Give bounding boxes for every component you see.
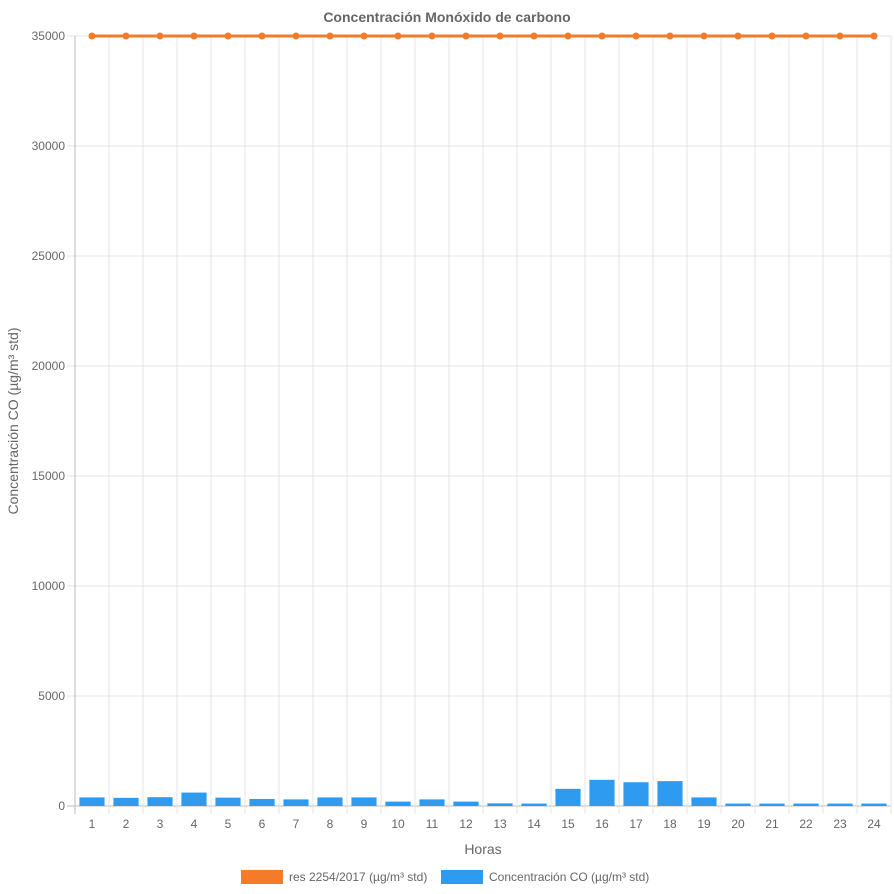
bar-series bbox=[79, 779, 887, 806]
y-tick-label: 15000 bbox=[32, 469, 66, 483]
x-tick-label: 13 bbox=[493, 817, 507, 831]
x-tick-label: 22 bbox=[799, 817, 813, 831]
bar[interactable] bbox=[249, 798, 275, 806]
x-tick-label: 12 bbox=[459, 817, 473, 831]
legend[interactable]: res 2254/2017 (µg/m³ std) Concentración C… bbox=[241, 870, 649, 884]
line-point[interactable] bbox=[190, 32, 198, 40]
legend-swatch bbox=[441, 870, 483, 884]
x-tick-label: 7 bbox=[293, 817, 300, 831]
line-point[interactable] bbox=[632, 32, 640, 40]
line-point[interactable] bbox=[88, 32, 96, 40]
x-axis-title: Horas bbox=[464, 841, 501, 857]
bar[interactable] bbox=[827, 803, 853, 806]
y-tick-label: 30000 bbox=[32, 139, 66, 153]
bar[interactable] bbox=[113, 797, 139, 806]
x-tick-label: 19 bbox=[697, 817, 711, 831]
x-tick-label: 10 bbox=[391, 817, 405, 831]
bar[interactable] bbox=[283, 799, 309, 806]
line-point[interactable] bbox=[836, 32, 844, 40]
x-tick-label: 24 bbox=[867, 817, 881, 831]
y-tick-label: 10000 bbox=[32, 579, 66, 593]
bar[interactable] bbox=[657, 781, 683, 806]
bar[interactable] bbox=[725, 803, 751, 806]
bar[interactable] bbox=[589, 779, 615, 806]
grid bbox=[67, 35, 892, 814]
bar[interactable] bbox=[555, 788, 581, 806]
x-tick-label: 9 bbox=[361, 817, 368, 831]
bar[interactable] bbox=[419, 799, 445, 806]
y-tick-label: 5000 bbox=[38, 689, 65, 703]
x-tick-label: 20 bbox=[731, 817, 745, 831]
bar[interactable] bbox=[351, 797, 377, 806]
bar[interactable] bbox=[793, 803, 819, 806]
bar[interactable] bbox=[487, 803, 513, 806]
line-point[interactable] bbox=[768, 32, 776, 40]
y-tick-label: 0 bbox=[58, 799, 65, 813]
x-tick-label: 4 bbox=[191, 817, 198, 831]
line-point[interactable] bbox=[156, 32, 164, 40]
bar[interactable] bbox=[759, 803, 785, 806]
x-tick-label: 15 bbox=[561, 817, 575, 831]
line-point[interactable] bbox=[564, 32, 572, 40]
legend-label[interactable]: Concentración CO (µg/m³ std) bbox=[489, 870, 649, 884]
y-tick-label: 20000 bbox=[32, 359, 66, 373]
bar[interactable] bbox=[147, 797, 173, 806]
line-point[interactable] bbox=[292, 32, 300, 40]
y-axis-ticks: 0 5000 10000 15000 20000 25000 30000 35000 bbox=[32, 29, 66, 813]
x-tick-label: 17 bbox=[629, 817, 643, 831]
bar[interactable] bbox=[691, 797, 717, 806]
line-point[interactable] bbox=[360, 32, 368, 40]
x-tick-label: 23 bbox=[833, 817, 847, 831]
x-tick-label: 3 bbox=[157, 817, 164, 831]
bar[interactable] bbox=[521, 803, 547, 806]
x-tick-label: 5 bbox=[225, 817, 232, 831]
line-series bbox=[88, 32, 878, 40]
line-point[interactable] bbox=[530, 32, 538, 40]
bar[interactable] bbox=[215, 797, 241, 806]
line-point[interactable] bbox=[428, 32, 436, 40]
chart-title: Concentración Monóxido de carbono bbox=[323, 9, 570, 25]
line-point[interactable] bbox=[394, 32, 402, 40]
line-point[interactable] bbox=[666, 32, 674, 40]
bar[interactable] bbox=[181, 792, 207, 806]
x-tick-label: 21 bbox=[765, 817, 779, 831]
legend-swatch bbox=[241, 870, 283, 884]
line-point[interactable] bbox=[870, 32, 878, 40]
line-point[interactable] bbox=[598, 32, 606, 40]
legend-label[interactable]: res 2254/2017 (µg/m³ std) bbox=[289, 870, 427, 884]
line-point[interactable] bbox=[326, 32, 334, 40]
line-point[interactable] bbox=[496, 32, 504, 40]
line-point[interactable] bbox=[258, 32, 266, 40]
x-tick-label: 1 bbox=[89, 817, 96, 831]
line-point[interactable] bbox=[734, 32, 742, 40]
x-tick-label: 18 bbox=[663, 817, 677, 831]
bar[interactable] bbox=[623, 782, 649, 806]
x-tick-label: 6 bbox=[259, 817, 266, 831]
x-tick-label: 8 bbox=[327, 817, 334, 831]
x-axis-ticks: 1 2 3 4 5 6 7 8 9 10 11 12 13 14 15 16 17 18 19 20 21 22 23 24 bbox=[89, 817, 881, 831]
line-point[interactable] bbox=[802, 32, 810, 40]
bar[interactable] bbox=[453, 801, 479, 806]
y-axis-title: Concentración CO (µg/m³ std) bbox=[5, 327, 21, 514]
x-tick-label: 2 bbox=[123, 817, 130, 831]
x-tick-label: 16 bbox=[595, 817, 609, 831]
x-tick-label: 14 bbox=[527, 817, 541, 831]
line-point[interactable] bbox=[224, 32, 232, 40]
line-point[interactable] bbox=[462, 32, 470, 40]
bar[interactable] bbox=[385, 801, 411, 806]
x-tick-label: 11 bbox=[426, 817, 439, 831]
bar[interactable] bbox=[79, 797, 105, 806]
y-tick-label: 35000 bbox=[32, 29, 66, 43]
line-point[interactable] bbox=[122, 32, 130, 40]
y-tick-label: 25000 bbox=[32, 249, 66, 263]
bar[interactable] bbox=[861, 803, 887, 806]
line-point[interactable] bbox=[700, 32, 708, 40]
bar[interactable] bbox=[317, 797, 343, 806]
